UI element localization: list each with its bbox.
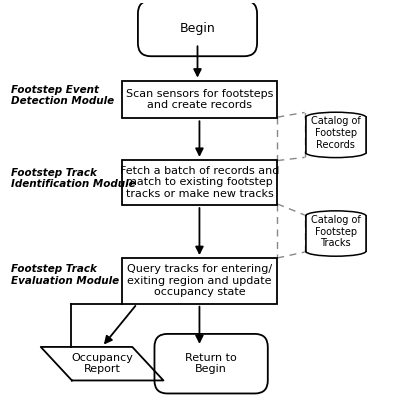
Ellipse shape (306, 246, 366, 256)
Text: Return to
Begin: Return to Begin (185, 353, 237, 374)
Text: Catalog of
Footstep
Tracks: Catalog of Footstep Tracks (311, 215, 361, 248)
Text: Occupancy
Report: Occupancy Report (71, 353, 133, 374)
Polygon shape (41, 347, 164, 380)
Ellipse shape (306, 148, 366, 158)
Text: Scan sensors for footsteps
and create records: Scan sensors for footsteps and create re… (126, 89, 273, 110)
Bar (122, 160, 277, 205)
Bar (306, 117, 366, 153)
Text: Begin: Begin (180, 22, 215, 35)
Ellipse shape (306, 211, 366, 221)
Text: Footstep Track
Identification Module: Footstep Track Identification Module (11, 168, 135, 189)
Ellipse shape (306, 112, 366, 122)
Bar (122, 258, 277, 304)
Text: Query tracks for entering/
exiting region and update
occupancy state: Query tracks for entering/ exiting regio… (127, 264, 272, 298)
Bar (306, 117, 366, 153)
FancyBboxPatch shape (154, 334, 268, 394)
Bar (122, 81, 277, 118)
Text: Fetch a batch of records and
match to existing footstep
tracks or make new track: Fetch a batch of records and match to ex… (120, 166, 279, 199)
FancyBboxPatch shape (138, 1, 257, 56)
Text: Footstep Event
Detection Module: Footstep Event Detection Module (11, 85, 114, 106)
Text: Footstep Track
Evaluation Module: Footstep Track Evaluation Module (11, 264, 118, 286)
Bar (306, 216, 366, 251)
Text: Catalog of
Footstep
Records: Catalog of Footstep Records (311, 116, 361, 150)
Bar (306, 216, 366, 251)
